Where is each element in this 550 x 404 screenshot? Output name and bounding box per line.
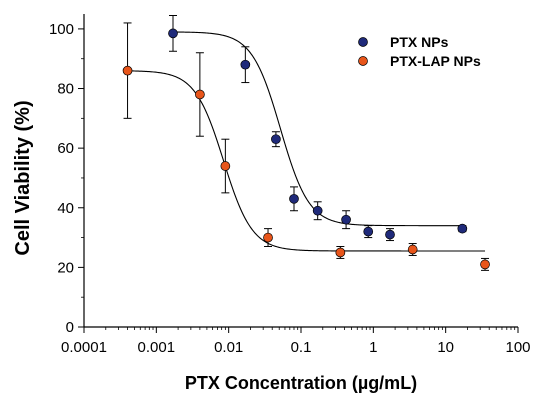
y-tick-label: 40 xyxy=(57,200,74,217)
x-tick-label: 0.1 xyxy=(291,339,312,356)
data-point xyxy=(480,259,490,270)
data-points xyxy=(122,14,490,271)
x-tick-label: 0.001 xyxy=(138,339,176,356)
legend-marker xyxy=(358,37,368,47)
x-axis-title: PTX Concentration (µg/mL) xyxy=(185,373,417,393)
data-point xyxy=(271,134,281,145)
x-tick-label: 1 xyxy=(369,339,377,356)
legend-marker xyxy=(358,56,368,66)
x-tick-label: 100 xyxy=(505,339,530,356)
legend: PTX NPs PTX-LAP NPs xyxy=(358,34,481,69)
data-point xyxy=(341,214,351,225)
data-point xyxy=(407,244,418,255)
data-point xyxy=(363,226,374,237)
data-point xyxy=(312,205,323,216)
y-axis-title: Cell Viability (%) xyxy=(12,100,34,255)
x-tick-label: 10 xyxy=(437,339,454,356)
y-tick-label: 0 xyxy=(66,319,74,336)
data-point xyxy=(263,232,273,243)
data-point xyxy=(289,193,299,204)
data-point xyxy=(457,223,468,234)
data-point xyxy=(168,28,178,39)
data-point xyxy=(335,247,346,258)
y-tick-label: 100 xyxy=(49,21,74,38)
fit-curve xyxy=(127,70,486,252)
data-point xyxy=(385,229,395,240)
legend-label: PTX NPs xyxy=(390,34,449,50)
axes: 0.0001 0.001 0.01 0.1 1 10 100 0 20 40 60 80 100 xyxy=(49,14,531,356)
data-point xyxy=(240,59,251,70)
y-tick-label: 80 xyxy=(57,81,74,98)
legend-label: PTX-LAP NPs xyxy=(390,53,481,69)
data-point xyxy=(195,89,205,100)
data-point xyxy=(122,65,133,76)
x-tick-label: 0.01 xyxy=(214,339,243,356)
y-tick-label: 20 xyxy=(57,259,74,276)
data-point xyxy=(220,161,231,171)
x-tick-label: 0.0001 xyxy=(61,339,107,356)
y-tick-label: 60 xyxy=(57,140,74,157)
